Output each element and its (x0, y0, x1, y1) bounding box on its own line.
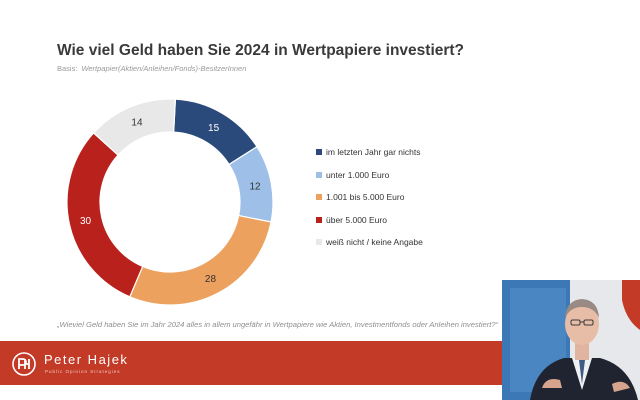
donut-slice-5 (92, 98, 177, 156)
legend-swatch-2 (316, 171, 322, 178)
brand-name: Peter Hajek (44, 352, 129, 367)
presenter-image (502, 280, 640, 400)
legend-swatch-3 (316, 194, 322, 201)
donut-slice-label-3: 28 (205, 274, 217, 285)
basis-value: Wertpapier(Aktien/Anleihen/Fonds)-Besitz… (81, 64, 247, 73)
basis-label: Basis: (57, 64, 78, 73)
legend-swatch-4 (316, 216, 322, 223)
legend-item-5: weiß nicht / keine Angabe (316, 231, 423, 254)
donut-slice-4 (66, 132, 144, 298)
legend-swatch-5 (316, 239, 322, 246)
legend-item-1: im letzten Jahr gar nichts (316, 141, 423, 164)
legend-item-2: unter 1.000 Euro (316, 164, 423, 187)
donut-slice-3 (128, 214, 272, 306)
donut-slice-label-2: 12 (249, 182, 261, 193)
survey-question: „Wieviel Geld haben Sie im Jahr 2024 all… (57, 320, 499, 329)
donut-slice-label-1: 15 (208, 123, 220, 134)
legend-label-2: unter 1.000 Euro (326, 169, 390, 180)
chart-basis: Basis: Wertpapier(Aktien/Anleihen/Fonds)-… (57, 64, 246, 73)
brand-tagline: Public Opinion Strategies (45, 369, 121, 374)
chart-legend: im letzten Jahr gar nichts unter 1.000 Eu… (316, 141, 423, 254)
donut-chart: 15 12 28 30 14 (66, 98, 274, 306)
legend-item-4: über 5.000 Euro (316, 209, 423, 232)
donut-slice-label-4: 30 (80, 216, 92, 227)
legend-swatch-1 (316, 149, 322, 156)
legend-label-3: 1.001 bis 5.000 Euro (326, 192, 405, 203)
legend-label-4: über 5.000 Euro (326, 214, 387, 225)
legend-item-3: 1.001 bis 5.000 Euro (316, 186, 423, 209)
donut-slice-label-5: 14 (131, 118, 143, 129)
chart-title: Wie viel Geld haben Sie 2024 in Wertpapi… (57, 42, 465, 59)
legend-label-1: im letzten Jahr gar nichts (326, 147, 421, 158)
legend-label-5: weiß nicht / keine Angabe (326, 237, 423, 248)
presenter-video (502, 280, 640, 400)
logo-icon (12, 352, 36, 376)
